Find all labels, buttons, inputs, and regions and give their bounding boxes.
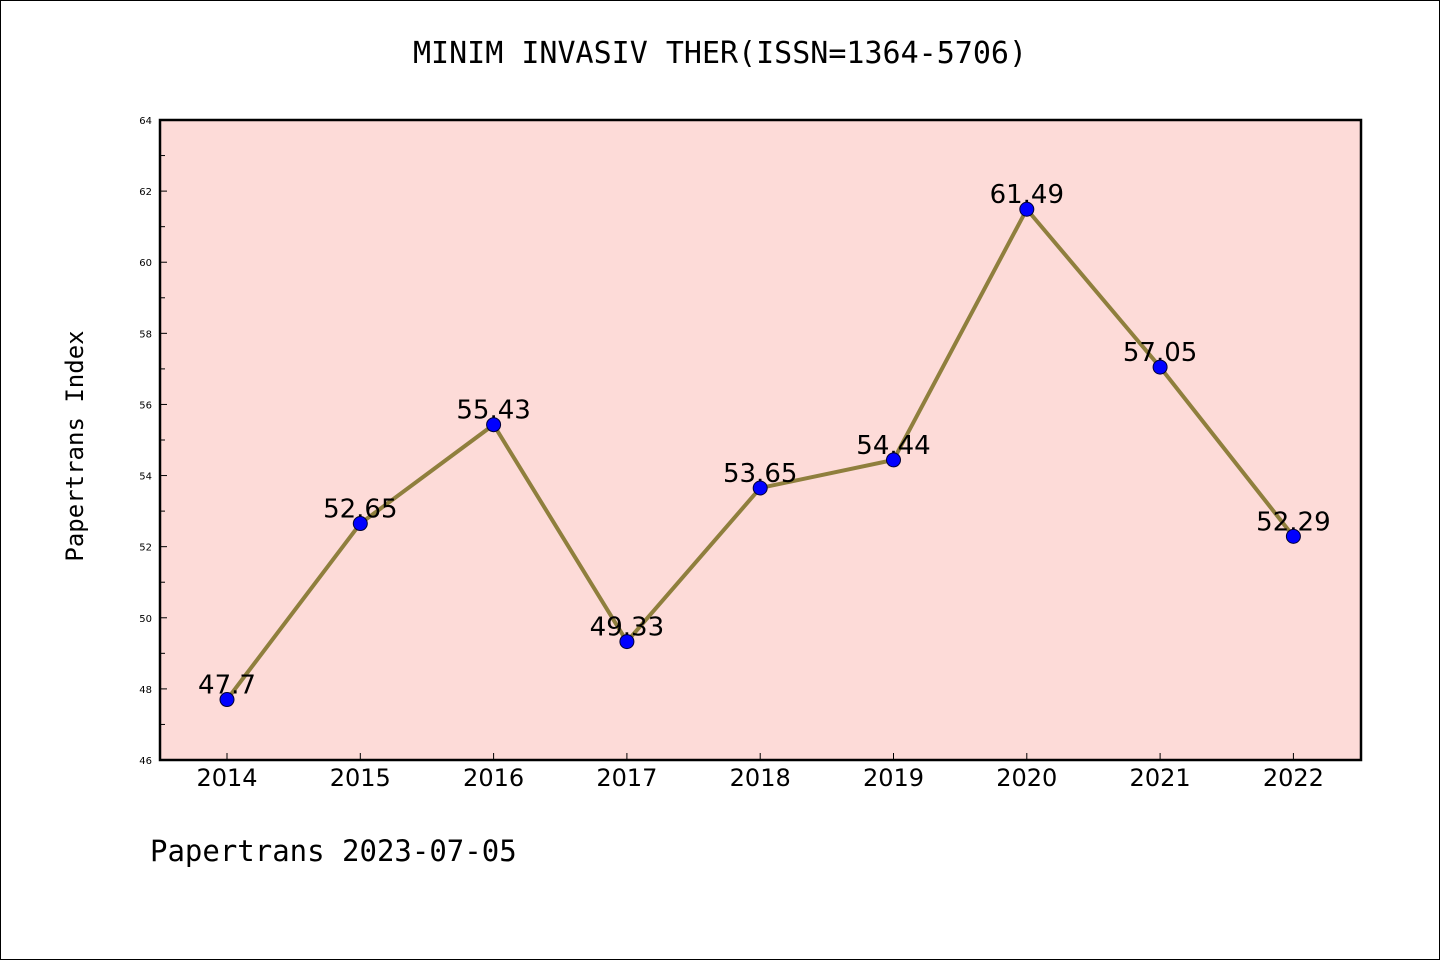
x-tick-label: 2014 [196, 764, 257, 792]
data-point [352, 516, 368, 532]
x-tick-label: 2022 [1263, 764, 1324, 792]
data-point [886, 452, 901, 468]
y-tick-label: 50 [139, 614, 152, 625]
data-point [752, 480, 768, 496]
data-point [1285, 528, 1301, 544]
y-tick-label: 48 [139, 685, 152, 696]
x-tick-label: 2019 [863, 764, 924, 792]
x-tick-label: 2016 [463, 764, 524, 792]
plot-area [160, 120, 1361, 760]
chart-title: MINIM INVASIV THER(ISSN=1364-5706) [412, 36, 1028, 71]
y-tick-label: 52 [139, 543, 152, 554]
x-tick-label: 2020 [996, 764, 1057, 792]
data-point [1019, 201, 1035, 217]
y-tick-label: 62 [139, 187, 152, 198]
footer-text: Papertrans 2023-07-05 [150, 834, 517, 868]
data-point [1152, 359, 1168, 375]
x-tick-label: 2021 [1130, 764, 1191, 792]
data-point [486, 417, 502, 433]
y-tick-label: 46 [139, 756, 152, 767]
y-tick-label: 58 [139, 329, 152, 340]
data-point [619, 634, 635, 650]
x-tick-label: 2017 [596, 764, 657, 792]
data-point [219, 692, 235, 708]
y-tick-label: 64 [139, 116, 152, 127]
y-tick-label: 54 [139, 472, 152, 483]
x-tick-label: 2015 [330, 764, 391, 792]
plot-border [158, 118, 1363, 762]
y-tick-label: 56 [139, 400, 152, 411]
y-tick-label: 60 [139, 258, 152, 269]
x-tick-label: 2018 [730, 764, 791, 792]
